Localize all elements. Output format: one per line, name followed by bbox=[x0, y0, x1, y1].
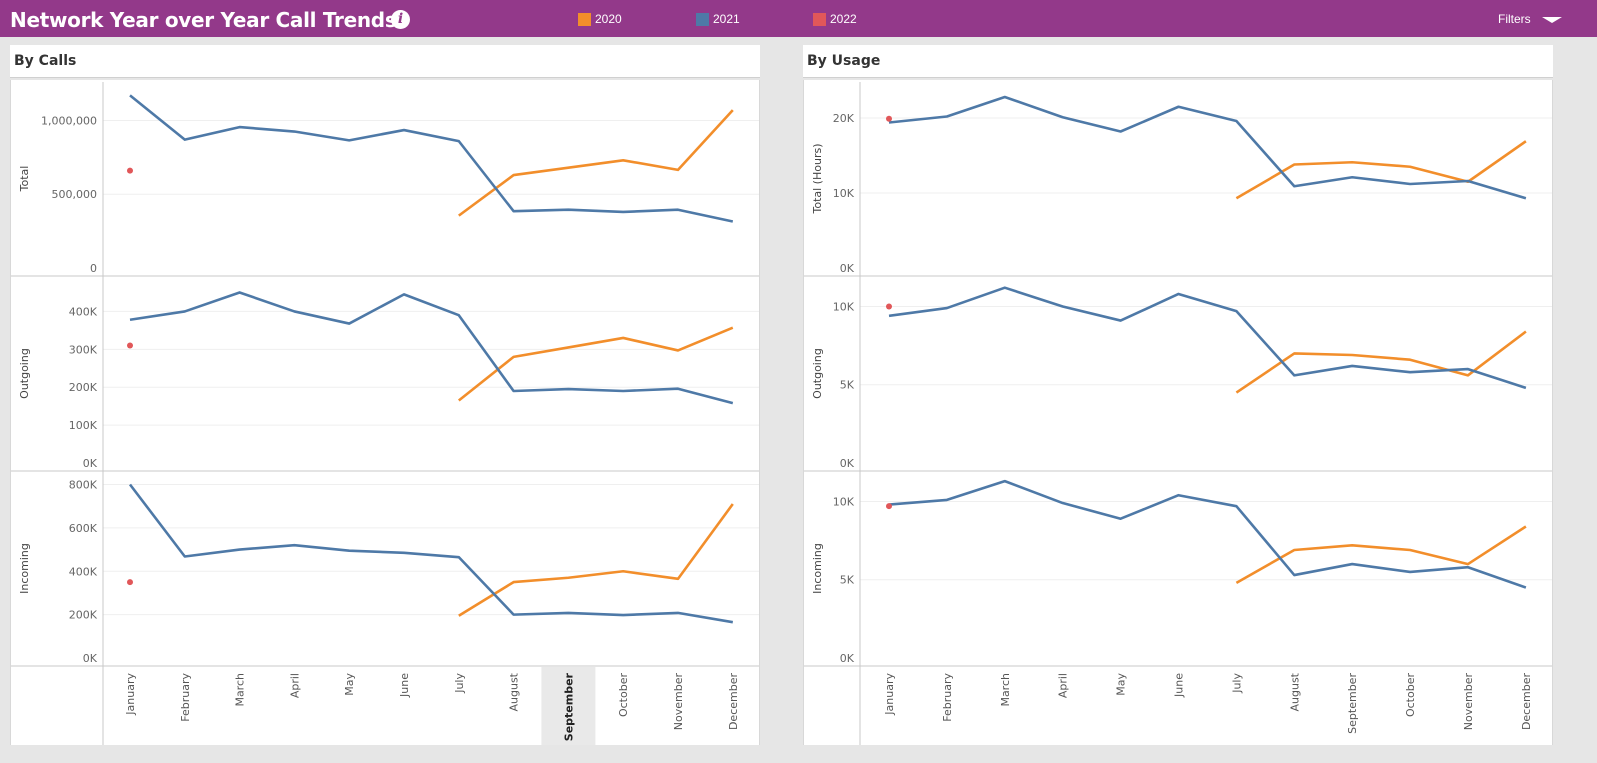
by-calls-header: By Calls bbox=[10, 45, 760, 78]
series-2020-line bbox=[458, 503, 734, 617]
series-2021-line bbox=[888, 479, 1527, 589]
series-2022-point bbox=[127, 167, 133, 174]
y-axis-label: Total bbox=[18, 166, 31, 193]
y-tick-label: 200K bbox=[69, 381, 98, 394]
x-tick-label: May bbox=[343, 673, 356, 696]
y-tick-label: 10K bbox=[833, 495, 855, 508]
series-2022-point bbox=[886, 303, 892, 310]
y-tick-label: 0K bbox=[840, 262, 855, 275]
y-axis-label: Incoming bbox=[18, 543, 31, 594]
x-tick-label: December bbox=[1520, 673, 1533, 731]
y-axis-label: Outgoing bbox=[811, 348, 824, 399]
dashboard-title: Network Year over Year Call Trends bbox=[10, 8, 397, 32]
y-tick-label: 200K bbox=[69, 609, 98, 622]
x-tick-label: January bbox=[883, 673, 896, 716]
series-2021-line bbox=[128, 483, 734, 624]
series-2021-line bbox=[888, 95, 1527, 200]
x-tick-label: December bbox=[727, 673, 740, 731]
y-tick-label: 20K bbox=[833, 112, 855, 125]
legend-swatch-2020 bbox=[578, 13, 591, 26]
legend-swatch-2022 bbox=[813, 13, 826, 26]
series-2021-line bbox=[129, 94, 734, 223]
y-tick-label: 10K bbox=[833, 187, 855, 200]
panel-background bbox=[10, 80, 760, 745]
y-tick-label: 0K bbox=[840, 652, 855, 665]
x-tick-label: November bbox=[672, 673, 685, 731]
x-tick-label: October bbox=[617, 673, 630, 717]
legend-swatch-2021 bbox=[696, 13, 709, 26]
y-tick-label: 5K bbox=[840, 379, 855, 392]
filters-dropdown-icon[interactable] bbox=[1542, 17, 1562, 23]
y-tick-label: 500,000 bbox=[52, 188, 98, 201]
x-tick-label: November bbox=[1462, 673, 1475, 731]
y-tick-label: 100K bbox=[69, 419, 98, 432]
x-tick-label: February bbox=[941, 673, 954, 722]
y-axis-label: Incoming bbox=[811, 543, 824, 594]
title-bar: Network Year over Year Call Trends i 202… bbox=[0, 0, 1597, 37]
series-2021-line bbox=[129, 291, 734, 405]
by-calls-title: By Calls bbox=[14, 53, 77, 69]
legend-label-2022: 2022 bbox=[830, 12, 857, 26]
x-tick-label: September bbox=[1346, 673, 1359, 734]
x-tick-label: May bbox=[1115, 673, 1128, 696]
series-2022-point bbox=[886, 115, 892, 122]
y-tick-label: 400K bbox=[69, 565, 98, 578]
y-tick-label: 1,000,000 bbox=[41, 114, 97, 127]
series-2020-line bbox=[1235, 525, 1527, 585]
series-2020-line bbox=[457, 326, 734, 402]
x-tick-label: June bbox=[1173, 673, 1186, 698]
y-tick-label: 0K bbox=[83, 652, 98, 665]
x-tick-label: July bbox=[453, 673, 466, 694]
series-2022-point bbox=[127, 342, 133, 349]
y-tick-label: 5K bbox=[840, 574, 855, 587]
y-tick-label: 300K bbox=[69, 343, 98, 356]
y-tick-label: 600K bbox=[69, 522, 98, 535]
series-2021-line bbox=[888, 286, 1527, 390]
y-tick-label: 800K bbox=[69, 479, 98, 492]
x-tick-label: August bbox=[508, 672, 521, 711]
legend-label-2021: 2021 bbox=[713, 12, 740, 26]
x-tick-label: April bbox=[1057, 673, 1070, 698]
x-tick-label: October bbox=[1404, 673, 1417, 717]
info-icon[interactable]: i bbox=[391, 10, 410, 29]
filters-button[interactable]: Filters bbox=[1498, 12, 1531, 26]
x-tick-label: June bbox=[398, 673, 411, 698]
x-tick-label: August bbox=[1288, 672, 1301, 711]
y-tick-label: 400K bbox=[69, 305, 98, 318]
legend-label-2020: 2020 bbox=[595, 12, 622, 26]
y-tick-label: 0K bbox=[83, 457, 98, 470]
series-2022-point bbox=[127, 579, 133, 586]
y-tick-label: 0 bbox=[90, 262, 97, 275]
x-tick-label: January bbox=[124, 673, 137, 716]
series-2020-line bbox=[1235, 140, 1527, 200]
y-tick-label: 0K bbox=[840, 457, 855, 470]
x-tick-label: March bbox=[999, 673, 1012, 707]
series-2020-line bbox=[1235, 330, 1527, 394]
y-axis-label: Total (Hours) bbox=[811, 144, 824, 215]
x-tick-label: April bbox=[288, 673, 301, 698]
highlighted-month-band bbox=[541, 667, 596, 745]
x-tick-label: July bbox=[1230, 673, 1243, 694]
by-usage-header: By Usage bbox=[803, 45, 1553, 78]
series-2020-line bbox=[458, 109, 734, 217]
y-tick-label: 10K bbox=[833, 300, 855, 313]
y-axis-label: Outgoing bbox=[18, 348, 31, 399]
by-usage-title: By Usage bbox=[807, 53, 881, 69]
series-2022-point bbox=[886, 503, 892, 510]
x-tick-label: September bbox=[562, 672, 575, 741]
x-tick-label: February bbox=[179, 673, 192, 722]
x-tick-label: March bbox=[234, 673, 247, 707]
panel-background bbox=[803, 80, 1553, 745]
